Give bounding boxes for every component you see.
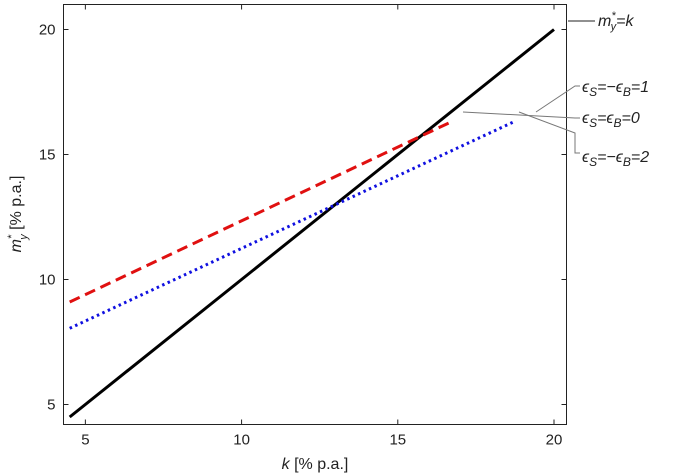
series-line-solid <box>68 28 555 419</box>
legend-leader-line <box>462 111 580 119</box>
legend-label: ϵS=−ϵB=2 <box>582 149 649 169</box>
series-layer <box>68 28 555 419</box>
ticks: 5 10 15 20 5 10 15 20 <box>39 4 567 449</box>
legend-label: m* y=k <box>598 10 634 33</box>
legend-leader-line <box>518 111 580 154</box>
legend-label: ϵS=ϵB=0 <box>582 110 640 130</box>
y-tick-label: 5 <box>47 397 55 414</box>
plot-frame <box>63 4 567 425</box>
legend-label: ϵS=−ϵB=1 <box>582 79 649 99</box>
x-axis-label: k [% p.a.] <box>282 456 349 473</box>
x-tick-label: 15 <box>389 432 406 449</box>
y-axis-label: m*y [% p.a.] <box>6 176 30 253</box>
legend: m* y=k ϵS=−ϵB=1 ϵS=ϵB=0 ϵS=−ϵB=2 <box>462 10 649 169</box>
x-tick-label: 5 <box>81 432 89 449</box>
y-tick-label: 10 <box>39 272 56 289</box>
x-tick-label: 20 <box>546 432 563 449</box>
series-line-dotted <box>69 120 515 330</box>
y-tick-label: 15 <box>39 147 56 164</box>
series-line-dashed <box>69 120 452 304</box>
x-tick-label: 10 <box>233 432 250 449</box>
legend-leader-line <box>535 85 580 113</box>
y-tick-label: 20 <box>39 22 56 39</box>
